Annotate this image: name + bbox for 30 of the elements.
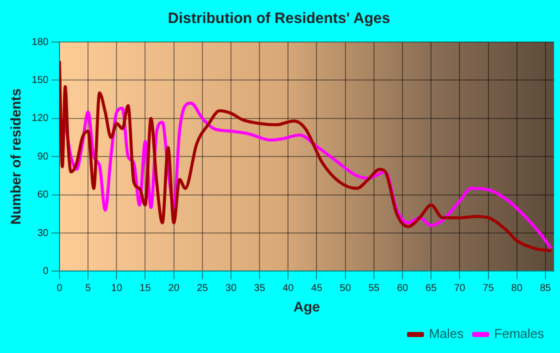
y-tick-label: 150 <box>32 74 49 86</box>
x-tick-label: 45 <box>311 282 323 294</box>
x-tick-label: 70 <box>454 282 466 294</box>
x-tick-label: 75 <box>482 282 494 294</box>
y-tick-label: 60 <box>37 190 49 201</box>
x-tick-label: 10 <box>111 282 123 294</box>
x-tick-label: 20 <box>168 282 180 294</box>
legend-label: Males <box>428 326 464 342</box>
x-tick-label: 40 <box>282 282 294 294</box>
x-tick-label: 30 <box>225 282 237 294</box>
y-tick-label: 30 <box>37 228 49 239</box>
y-tick-label: 90 <box>37 151 49 162</box>
y-axis-title: Number of residents <box>7 88 24 225</box>
x-tick-label: 25 <box>196 282 208 294</box>
y-tick-label: 120 <box>32 113 49 124</box>
x-tick-label: 80 <box>511 282 523 294</box>
y-tick-label: 180 <box>32 36 49 48</box>
x-tick-label: 65 <box>426 282 438 294</box>
x-tick-label: 55 <box>368 282 380 294</box>
x-axis-title: Age <box>294 298 320 314</box>
chart-title: Distribution of Residents' Ages <box>168 10 390 28</box>
x-tick-label: 5 <box>85 282 92 294</box>
x-tick-label: 0 <box>56 282 63 294</box>
x-tick-label: 15 <box>140 282 152 294</box>
x-tick-label: 50 <box>340 282 352 294</box>
x-tick-label: 85 <box>540 282 552 294</box>
legend-label: Females <box>494 326 544 342</box>
x-tick-label: 60 <box>396 282 408 294</box>
x-tick-label: 35 <box>254 282 266 294</box>
y-tick-label: 0 <box>42 266 49 277</box>
